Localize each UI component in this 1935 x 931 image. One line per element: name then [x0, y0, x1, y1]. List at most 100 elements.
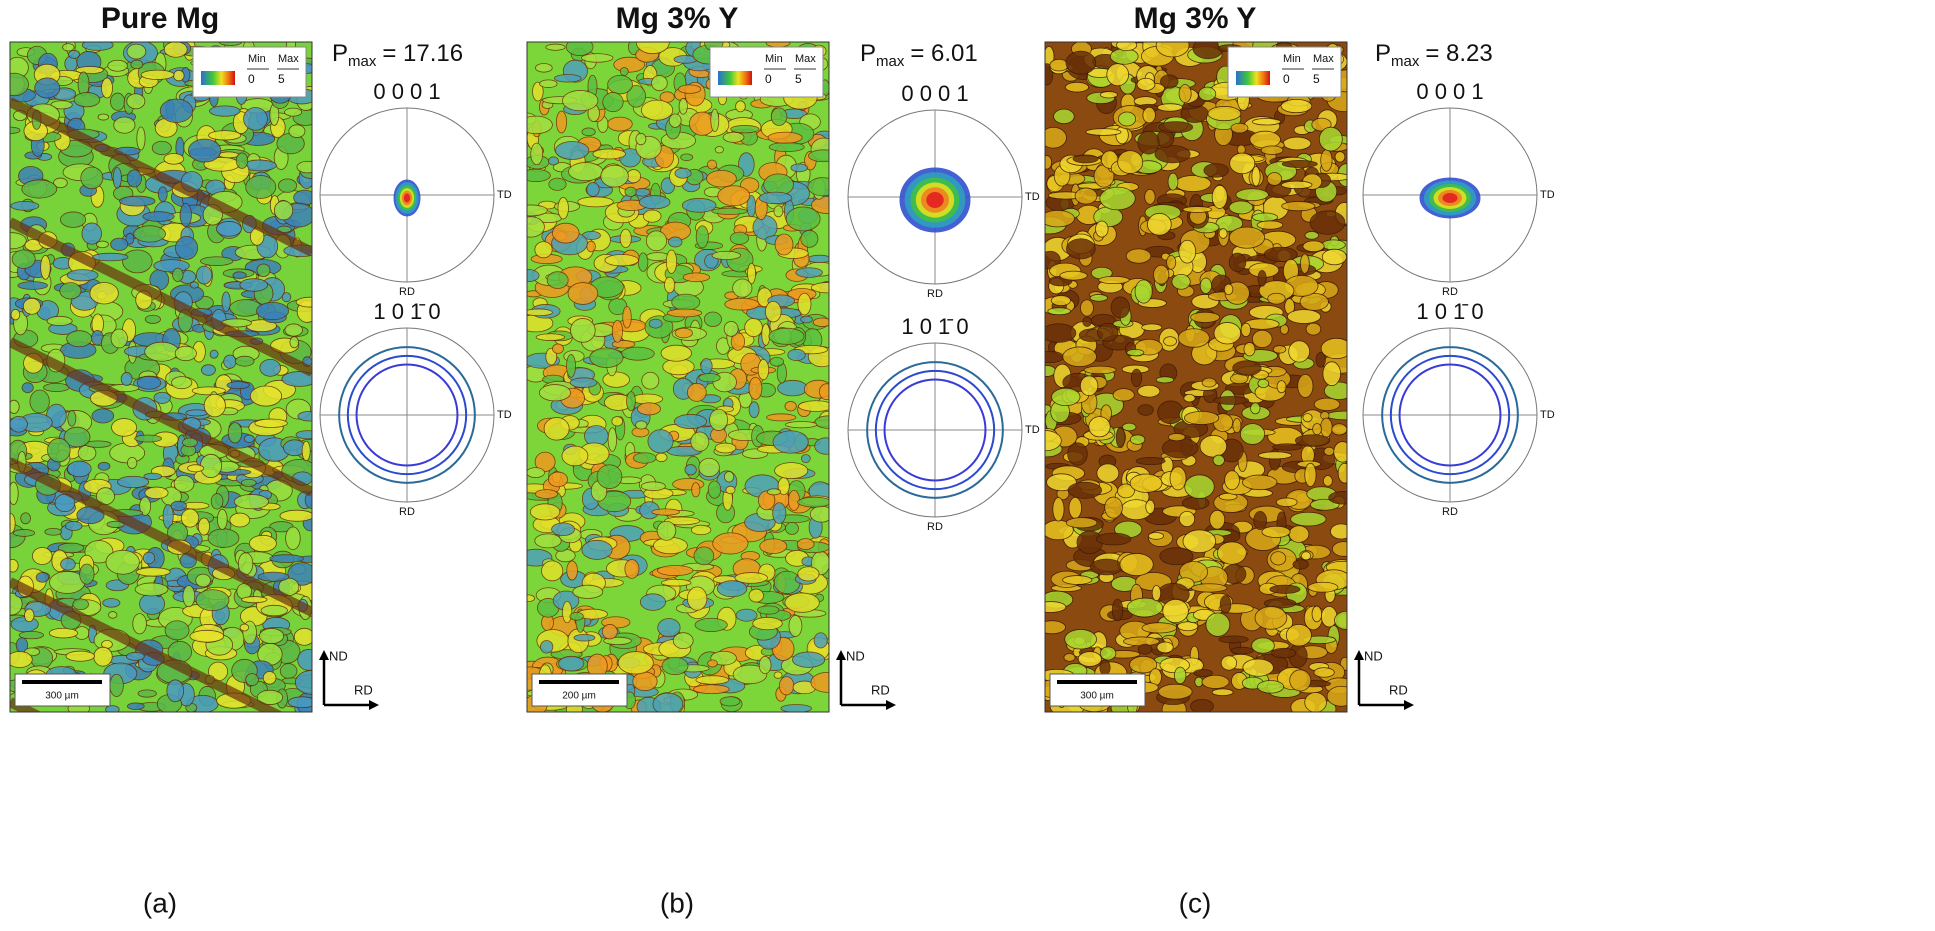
- grain: [562, 446, 588, 466]
- grain: [22, 180, 57, 198]
- pole-figure-rd: RD: [399, 506, 415, 518]
- grain: [36, 572, 49, 582]
- grain: [517, 270, 539, 282]
- grain: [1167, 256, 1176, 270]
- grain: [244, 435, 254, 443]
- grain: [1100, 91, 1117, 98]
- grain: [815, 438, 837, 454]
- scale-bar-label: 200 µm: [562, 691, 596, 702]
- grain: [798, 497, 832, 507]
- grain: [535, 534, 561, 548]
- grain: [1146, 500, 1155, 514]
- pole-figure-label: 1 0 1̄ 0: [1416, 299, 1483, 324]
- grain: [1065, 629, 1097, 649]
- grain: [811, 282, 844, 292]
- grain: [1080, 376, 1098, 396]
- grain: [1135, 280, 1152, 303]
- axis-rd: RD: [354, 682, 373, 697]
- grain: [661, 345, 692, 361]
- grain: [602, 624, 617, 639]
- grain: [683, 273, 709, 282]
- grain: [68, 461, 92, 477]
- grain: [1157, 104, 1182, 112]
- grain: [98, 114, 109, 120]
- grain: [22, 383, 33, 393]
- grain: [92, 409, 114, 423]
- grain: [1233, 361, 1261, 376]
- grain: [101, 78, 112, 98]
- grain: [791, 164, 808, 172]
- orientation-map: [0, 32, 329, 852]
- grain: [1090, 294, 1107, 301]
- grain: [1084, 366, 1116, 374]
- legend-colorbar: [1236, 71, 1270, 85]
- grain: [1122, 423, 1136, 431]
- grain: [298, 411, 321, 421]
- grain: [1254, 511, 1267, 529]
- grain: [1326, 411, 1362, 420]
- grain: [249, 535, 276, 551]
- grain: [801, 316, 813, 323]
- grain: [1041, 127, 1067, 148]
- grain: [174, 475, 194, 492]
- grain: [1202, 378, 1216, 387]
- grain: [133, 614, 147, 634]
- grain: [110, 93, 124, 110]
- grain: [562, 90, 598, 110]
- grain: [1258, 452, 1291, 459]
- pmax-subscript: max: [876, 53, 905, 70]
- grain: [517, 217, 545, 237]
- grain: [18, 282, 48, 290]
- grain: [678, 85, 700, 93]
- grain: [568, 283, 598, 305]
- grain: [211, 494, 223, 510]
- grain: [186, 410, 208, 416]
- grain: [808, 178, 838, 196]
- grain: [188, 465, 204, 472]
- grain: [667, 309, 702, 317]
- grain: [121, 372, 132, 385]
- grain: [1282, 201, 1315, 210]
- pole-figure-label: 1 0 1̄ 0: [373, 299, 440, 324]
- grain: [1069, 497, 1082, 518]
- grain: [559, 656, 584, 671]
- grain: [296, 431, 319, 439]
- grain: [1053, 497, 1064, 521]
- grain: [1244, 342, 1255, 356]
- grain: [158, 187, 167, 202]
- grain: [280, 510, 314, 521]
- grain: [216, 221, 241, 236]
- grain: [13, 529, 34, 536]
- grain: [1240, 424, 1264, 445]
- grain: [1159, 122, 1193, 133]
- grain: [174, 70, 185, 81]
- grain: [183, 586, 195, 607]
- grain: [769, 328, 804, 344]
- grain: [1100, 660, 1110, 675]
- grain: [180, 203, 191, 226]
- grain: [1258, 271, 1266, 287]
- panel-caption: (b): [660, 887, 694, 918]
- grain: [1303, 413, 1312, 421]
- grain: [188, 139, 220, 162]
- grain: [524, 309, 552, 316]
- grain: [286, 527, 301, 550]
- grain: [1066, 51, 1096, 74]
- grain: [1261, 146, 1283, 155]
- grain: [137, 127, 145, 150]
- grain: [1286, 624, 1311, 646]
- grain: [209, 131, 241, 140]
- grain: [1213, 455, 1224, 466]
- grain: [811, 672, 844, 692]
- grain: [1148, 532, 1163, 539]
- axis-nd: ND: [846, 648, 865, 663]
- grain: [1313, 423, 1322, 434]
- grain: [767, 489, 780, 495]
- grain: [82, 223, 102, 244]
- grain: [1332, 424, 1347, 435]
- grain: [1252, 330, 1272, 347]
- pmax-subscript: max: [1391, 53, 1420, 70]
- pole-figure-label: 0 0 0 1: [901, 81, 968, 106]
- legend-max: 5: [795, 72, 802, 86]
- grain: [1066, 239, 1095, 259]
